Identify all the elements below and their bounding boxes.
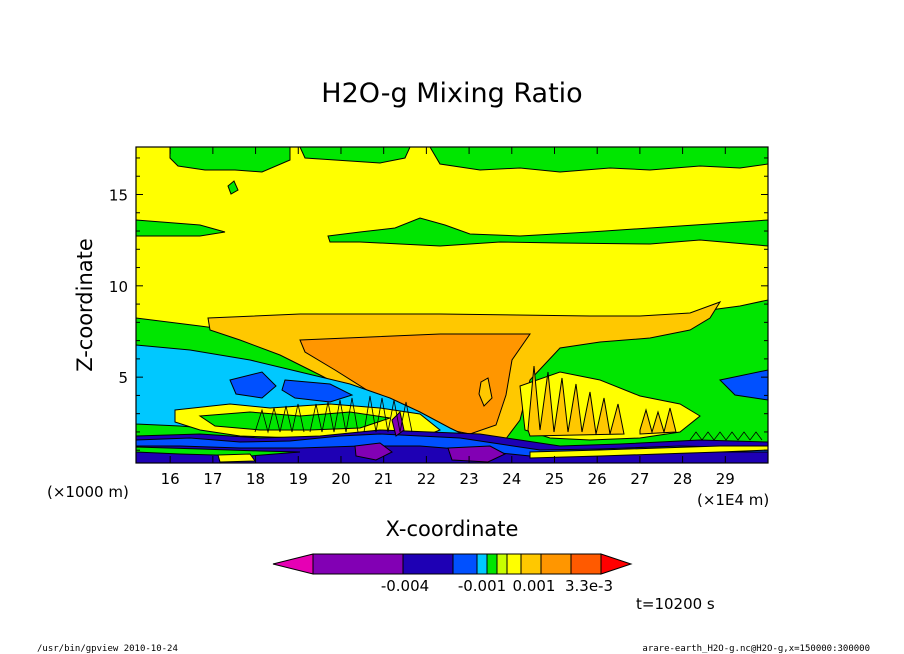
y-tick-label: 10	[109, 278, 128, 296]
x-axis: 16 17 18 19 20 21 22 23 24 25 26 27 28 29	[161, 147, 735, 488]
x-tick-label: 27	[630, 470, 649, 488]
contour-blue-patch-right	[718, 369, 768, 401]
colorbar-swatch	[312, 553, 404, 575]
footer-left: /usr/bin/gpview 2010-10-24	[37, 644, 178, 654]
contour-orange-spot	[478, 377, 493, 407]
colorbar-swatch	[496, 553, 508, 575]
x-tick-label: 19	[289, 470, 308, 488]
contour-orange-right-small	[639, 407, 677, 435]
colorbar-arrow-low	[272, 553, 314, 575]
footer-right: arare-earth_H2O-g.nc@H2O-g,x=150000:3000…	[642, 644, 870, 654]
x-tick-label: 25	[545, 470, 564, 488]
chart-title: H2O-g Mixing Ratio	[321, 78, 582, 109]
x-axis-label: X-coordinate	[386, 517, 519, 541]
contour-green-band-right	[327, 217, 768, 247]
colorbar-swatch	[476, 553, 488, 575]
x-tick-label: 17	[203, 470, 222, 488]
x-tick-label: 18	[246, 470, 265, 488]
contour-green-wave-zone	[198, 411, 391, 431]
colorbar-swatch	[570, 553, 602, 575]
contour-green-top-left	[169, 147, 291, 173]
contour-green-top-right	[429, 147, 768, 173]
contour-purple-pocket-2	[447, 445, 507, 463]
x-tick-label: 26	[588, 470, 607, 488]
plot-frame	[135, 146, 769, 464]
contour-yellow-surface-strip	[529, 445, 768, 459]
time-label: t=10200 s	[636, 595, 715, 613]
x-unit-right: (×1E4 m)	[697, 491, 769, 509]
contour-purple-pocket-3	[391, 411, 405, 437]
colorbar-arrow-high	[600, 553, 633, 575]
colorbar-swatch	[452, 553, 478, 575]
contour-blue-patch-1	[229, 371, 277, 399]
contour-orange-right-spikes	[527, 365, 625, 437]
colorbar-label-1: -0.004	[381, 577, 429, 595]
colorbar-swatch	[402, 553, 454, 575]
colorbar-swatch	[486, 553, 498, 575]
contour-green-surface-strip	[136, 446, 301, 457]
contour-green-speck	[227, 180, 239, 195]
x-tick-label: 28	[673, 470, 692, 488]
contour-yellow-surface-left	[217, 453, 256, 463]
contour-blue-patch-2	[281, 379, 354, 403]
contour-green-top-mid	[299, 147, 411, 164]
y-tick-label: 5	[118, 369, 128, 387]
contour-green-band-left	[136, 219, 226, 237]
x-tick-label: 22	[417, 470, 436, 488]
colorbar-swatch	[506, 553, 522, 575]
colorbar-swatch	[520, 553, 542, 575]
x-tick-label: 16	[161, 470, 180, 488]
spike-lines	[254, 395, 763, 441]
y-tick-label: 15	[109, 186, 128, 204]
colorbar-label-4: 3.3e-3	[565, 577, 613, 595]
y-axis-label: Z-coordinate	[73, 238, 97, 372]
plot-area	[136, 147, 768, 463]
x-tick-label: 21	[374, 470, 393, 488]
x-tick-label: 23	[460, 470, 479, 488]
x-tick-label: 24	[502, 470, 521, 488]
colorbar-label-3: 0.001	[513, 577, 556, 595]
y-axis: 5 10 15	[109, 157, 768, 451]
x-unit-left: (×1000 m)	[47, 483, 129, 501]
x-tick-label: 20	[331, 470, 350, 488]
colorbar	[272, 553, 633, 575]
colorbar-swatch	[540, 553, 572, 575]
colorbar-label-2: -0.001	[458, 577, 506, 595]
x-tick-label: 29	[716, 470, 735, 488]
